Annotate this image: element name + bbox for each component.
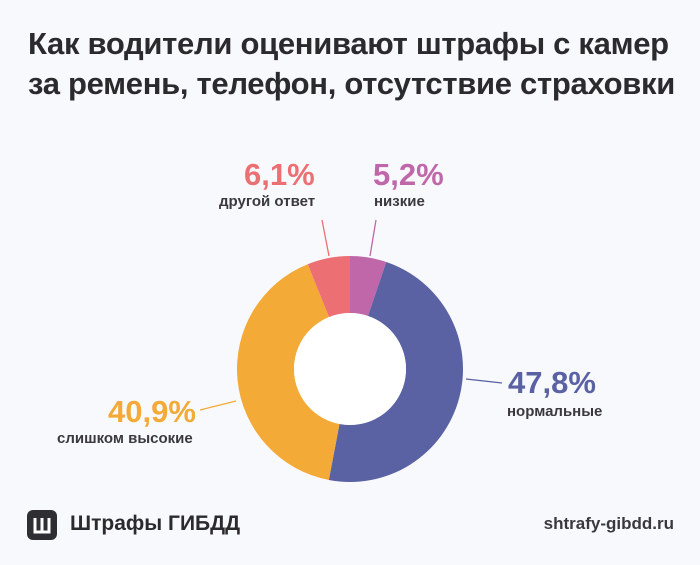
value-label-low: 5,2% bbox=[373, 157, 444, 192]
donut-hole bbox=[294, 313, 406, 425]
leader-line-other bbox=[321, 219, 330, 257]
slice-normal bbox=[328, 261, 464, 483]
value-label-normal: 47,8% bbox=[508, 365, 596, 400]
label-too-high: слишком высокие bbox=[57, 430, 193, 447]
label-low: низкие bbox=[374, 193, 425, 210]
leader-line-low bbox=[369, 219, 377, 257]
slice-too-high bbox=[236, 264, 340, 480]
leader-line-normal bbox=[465, 378, 503, 384]
slice-other bbox=[307, 256, 350, 318]
value-label-too-high: 40,9% bbox=[108, 394, 196, 429]
leader-line-too-high bbox=[199, 400, 237, 411]
slice-low bbox=[350, 256, 387, 316]
value-label-other: 6,1% bbox=[244, 157, 315, 192]
label-other: другой ответ bbox=[219, 193, 316, 210]
site-url[interactable]: shtrafy-gibdd.ru bbox=[543, 514, 674, 533]
label-normal: нормальные bbox=[507, 403, 603, 420]
brand-logo-icon bbox=[27, 510, 57, 540]
brand-name: Штрафы ГИБДД bbox=[70, 512, 241, 535]
chart-title: Как водители оценивают штрафы с камер за… bbox=[28, 26, 675, 101]
